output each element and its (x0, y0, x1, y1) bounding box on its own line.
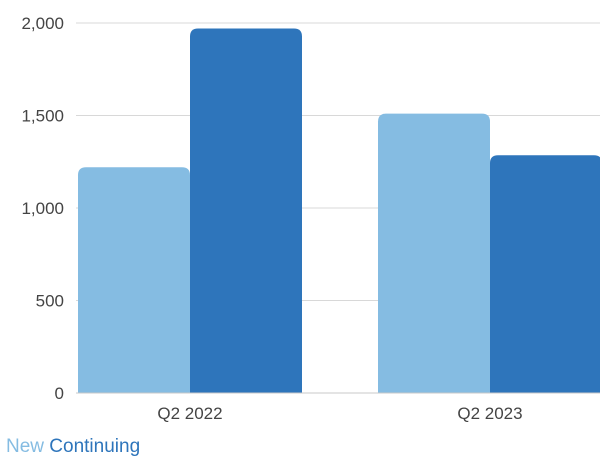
y-tick-label: 0 (55, 384, 64, 403)
x-tick-label: Q2 2022 (157, 404, 222, 423)
y-tick-label: 1,500 (21, 107, 64, 126)
y-axis-tick-labels: 0 500 1,000 1,500 2,000 (21, 14, 64, 403)
bar-new-q2-2022 (78, 167, 190, 393)
bar-continuing-q2-2022 (190, 28, 302, 394)
legend-item-continuing: Continuing (44, 436, 140, 457)
bar-continuing-q2-2023 (490, 155, 600, 393)
legend: New Continuing (6, 436, 140, 457)
legend-item-new: New (6, 436, 44, 457)
bars (78, 28, 600, 394)
y-tick-label: 500 (36, 292, 64, 311)
bar-new-q2-2023 (378, 113, 490, 394)
x-axis-tick-labels: Q2 2022 Q2 2023 (157, 404, 522, 423)
x-tick-label: Q2 2023 (457, 404, 522, 423)
y-tick-label: 2,000 (21, 14, 64, 33)
y-tick-label: 1,000 (21, 199, 64, 218)
